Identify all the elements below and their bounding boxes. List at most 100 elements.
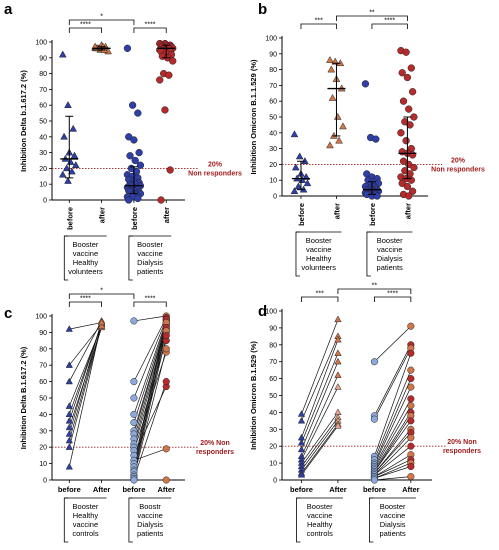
group-label-line: vaccine — [137, 511, 162, 520]
data-point-before — [65, 462, 73, 470]
x-tick-label: after — [403, 203, 412, 219]
paired-line — [374, 420, 412, 472]
y-tick-label: 70 — [269, 83, 277, 90]
group-label-line: vaccine — [377, 245, 402, 254]
group-bracket — [296, 497, 301, 543]
threshold-label: 20% — [208, 161, 223, 168]
group-label-line: Healthy — [73, 511, 99, 520]
y-axis-label: Inhibition Omicron B.1.1.529 (%) — [249, 59, 258, 175]
y-tick-label: 10 — [39, 461, 47, 468]
paired-line — [133, 327, 167, 471]
x-tick-label: after — [98, 207, 107, 223]
group-label-line: controls — [72, 529, 99, 538]
paired-line — [133, 322, 167, 423]
data-point-circle — [134, 194, 142, 203]
paired-line — [301, 424, 339, 474]
data-point-before — [65, 417, 73, 424]
data-point-circle — [403, 73, 412, 82]
data-point-circle — [123, 44, 132, 52]
data-point-before — [65, 361, 73, 368]
y-tick-label: 90 — [269, 51, 277, 58]
data-point-circle — [166, 166, 174, 174]
paired-line — [301, 386, 339, 460]
x-tick-label: After — [157, 485, 175, 494]
significance-label: **** — [387, 291, 398, 298]
group-label-line: patients — [137, 529, 164, 538]
paired-line — [374, 378, 412, 464]
y-tick-label: 60 — [39, 379, 47, 386]
paired-line — [374, 462, 411, 479]
paired-line — [68, 322, 102, 467]
y-tick-label: 70 — [39, 87, 47, 94]
x-tick-label: before — [122, 485, 145, 494]
data-point-after — [407, 366, 415, 374]
data-point-triangle — [333, 112, 342, 120]
data-point-triangle — [68, 167, 76, 175]
significance-bracket — [133, 27, 167, 33]
paired-line — [68, 320, 102, 382]
data-point-before — [370, 415, 378, 423]
paired-line — [374, 445, 412, 476]
paired-line — [133, 348, 167, 477]
group-label-line: Booster — [73, 240, 99, 249]
threshold-label: 20% — [451, 157, 466, 164]
paired-line — [374, 348, 412, 420]
data-point-after — [162, 332, 170, 340]
data-point-triangle — [58, 50, 67, 58]
significance-bracket — [373, 296, 412, 302]
data-point-circle — [165, 71, 173, 79]
paired-line — [374, 476, 411, 481]
x-tick-label: After — [402, 485, 420, 494]
data-point-triangle — [62, 164, 71, 172]
data-point-circle — [405, 192, 413, 200]
group-label-line: Booster — [377, 236, 403, 245]
data-point-after — [407, 417, 415, 425]
data-point-triangle — [71, 161, 80, 169]
paired-line — [133, 448, 167, 461]
data-point-circle — [408, 88, 417, 96]
data-point-circle — [407, 176, 415, 184]
data-point-circle — [402, 137, 410, 145]
y-tick-label: 10 — [39, 182, 47, 189]
data-point-triangle — [330, 131, 338, 139]
data-point-circle — [128, 101, 137, 109]
y-tick-label: 50 — [39, 396, 47, 403]
paired-line — [374, 344, 412, 416]
significance-label: * — [100, 14, 103, 21]
data-point-after — [407, 462, 415, 471]
paired-line — [374, 386, 412, 465]
data-point-triangle — [291, 163, 300, 171]
group-label-line: patients — [379, 529, 406, 538]
y-tick-label: 70 — [39, 363, 47, 370]
data-point-after — [407, 402, 415, 410]
paired-line — [133, 319, 167, 464]
x-tick-label: before — [58, 485, 81, 494]
paired-line — [374, 454, 412, 477]
group-label-line: volunteers — [301, 263, 336, 272]
y-tick-label: 100 — [35, 40, 47, 47]
data-point-triangle — [326, 56, 334, 63]
data-point-triangle — [299, 185, 308, 193]
group-label-line: Booster — [306, 236, 332, 245]
y-tick-label: 0 — [273, 194, 277, 201]
y-tick-label: 0 — [273, 478, 277, 485]
data-point-triangle — [295, 152, 304, 160]
paired-line — [301, 417, 339, 467]
group-bracket — [368, 497, 374, 543]
data-point-after — [407, 375, 415, 383]
data-point-before — [297, 410, 306, 417]
y-tick-label: 60 — [269, 376, 277, 383]
y-tick-label: 80 — [269, 67, 277, 74]
y-tick-label: 80 — [269, 342, 277, 349]
paired-line — [374, 432, 412, 474]
y-tick-label: 30 — [39, 150, 47, 157]
group-label-line: patients — [377, 263, 404, 272]
data-point-after — [407, 434, 415, 442]
x-tick-label: before — [368, 203, 377, 226]
group-label-line: vaccine — [306, 245, 331, 254]
data-point-circle — [134, 109, 142, 117]
x-tick-label: before — [363, 485, 386, 494]
data-point-before — [65, 430, 73, 437]
group-label-line: vaccine — [307, 511, 332, 520]
